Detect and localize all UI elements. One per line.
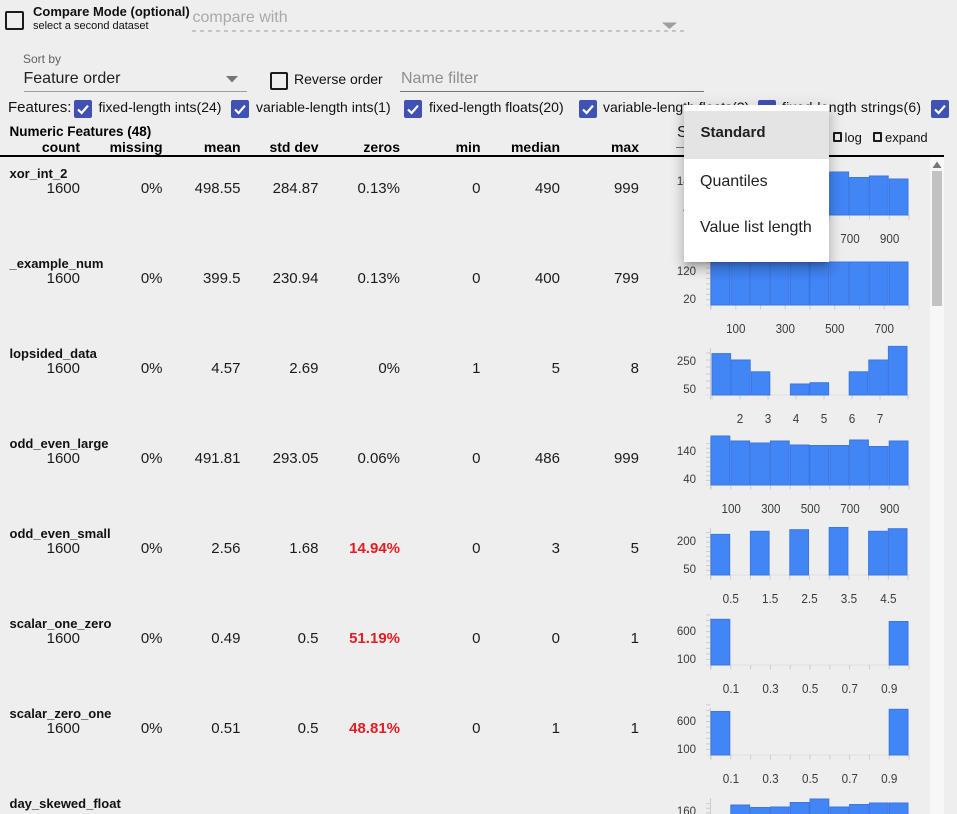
svg-text:300: 300 — [776, 321, 795, 336]
svg-text:500: 500 — [825, 321, 844, 336]
svg-text:120: 120 — [677, 266, 696, 278]
svg-text:0.3: 0.3 — [762, 771, 778, 786]
svg-text:500: 500 — [801, 501, 820, 516]
svg-text:50: 50 — [683, 384, 696, 396]
svg-text:0.7: 0.7 — [842, 681, 858, 696]
svg-text:3.5: 3.5 — [841, 591, 857, 606]
svg-text:250: 250 — [677, 356, 696, 368]
svg-text:0.9: 0.9 — [881, 771, 897, 786]
svg-text:700: 700 — [840, 501, 859, 516]
svg-text:0.7: 0.7 — [842, 771, 858, 786]
svg-text:600: 600 — [677, 716, 696, 728]
svg-text:4: 4 — [793, 411, 800, 426]
svg-text:7: 7 — [877, 411, 884, 426]
svg-text:700: 700 — [875, 321, 894, 336]
svg-text:900: 900 — [880, 231, 899, 246]
svg-text:0.1: 0.1 — [723, 771, 739, 786]
svg-text:40: 40 — [683, 474, 696, 486]
svg-text:300: 300 — [761, 501, 780, 516]
svg-text:1.5: 1.5 — [762, 591, 778, 606]
svg-text:100: 100 — [677, 744, 696, 756]
svg-text:0.3: 0.3 — [762, 681, 778, 696]
svg-text:20: 20 — [683, 294, 696, 306]
svg-text:4.5: 4.5 — [880, 591, 896, 606]
svg-text:900: 900 — [880, 501, 899, 516]
svg-text:6: 6 — [849, 411, 856, 426]
svg-text:2: 2 — [737, 411, 744, 426]
svg-text:100: 100 — [726, 321, 745, 336]
svg-text:140: 140 — [677, 446, 696, 458]
svg-text:2.5: 2.5 — [801, 591, 817, 606]
svg-text:5: 5 — [821, 411, 828, 426]
svg-text:0.1: 0.1 — [723, 681, 739, 696]
svg-text:3: 3 — [765, 411, 772, 426]
svg-text:600: 600 — [677, 626, 696, 638]
svg-text:200: 200 — [677, 536, 696, 548]
svg-text:0.5: 0.5 — [802, 771, 818, 786]
svg-text:100: 100 — [722, 501, 741, 516]
svg-text:100: 100 — [677, 654, 696, 666]
svg-text:0.9: 0.9 — [881, 681, 897, 696]
svg-text:0.5: 0.5 — [723, 591, 739, 606]
svg-text:50: 50 — [683, 564, 696, 576]
svg-text:0.5: 0.5 — [802, 681, 818, 696]
svg-text:160: 160 — [677, 806, 696, 814]
svg-text:700: 700 — [840, 231, 859, 246]
